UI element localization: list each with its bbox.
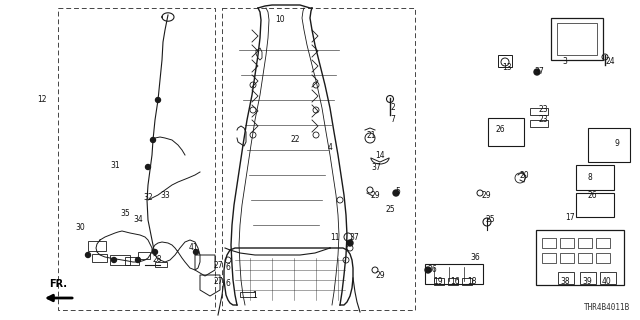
Text: 1: 1 [253,291,257,300]
Text: 30: 30 [75,223,85,233]
Text: 17: 17 [565,213,575,222]
Bar [58,8,215,310]
Bar [596,253,610,263]
Bar [222,8,415,310]
Circle shape [393,190,399,196]
Text: 27: 27 [213,260,223,269]
Bar [588,128,630,162]
Text: 23: 23 [538,106,548,115]
Bar [425,264,483,284]
Bar [498,55,512,67]
Circle shape [86,252,90,258]
Bar [576,165,614,190]
Text: 20: 20 [519,171,529,180]
Circle shape [193,250,198,254]
Text: 29: 29 [370,190,380,199]
Text: 8: 8 [588,173,593,182]
Text: 9: 9 [614,139,620,148]
Bar [580,272,596,284]
Bar [560,253,574,263]
Text: 27: 27 [213,277,223,286]
Bar [542,253,556,263]
Text: 6: 6 [225,279,230,289]
Bar [536,230,624,285]
Circle shape [152,250,157,254]
Bar [557,23,597,55]
Bar [530,108,548,115]
Bar [448,278,458,285]
Text: 3: 3 [563,58,568,67]
Bar [88,241,106,251]
Circle shape [156,98,161,102]
Text: THR4B4011B: THR4B4011B [584,303,630,312]
Text: 4: 4 [328,143,332,153]
Text: 13: 13 [502,62,512,71]
Bar [434,278,444,285]
Text: 31: 31 [110,161,120,170]
Text: 32: 32 [143,194,153,203]
Bar [560,238,574,248]
Text: 36: 36 [470,253,480,262]
Text: 2: 2 [390,102,396,111]
Bar [155,262,167,267]
Text: 5: 5 [396,188,401,196]
Text: FR.: FR. [49,279,67,289]
Bar [600,272,616,284]
Text: 6: 6 [225,262,230,271]
Text: 38: 38 [560,277,570,286]
Text: 14: 14 [375,150,385,159]
Bar [240,292,255,297]
Bar [596,238,610,248]
Bar [138,252,150,259]
Text: 21: 21 [366,132,376,140]
Circle shape [425,267,431,273]
Text: 16: 16 [450,277,460,286]
Text: 41: 41 [188,244,198,252]
Text: 19: 19 [433,277,443,286]
Circle shape [150,138,156,142]
Text: 34: 34 [133,215,143,225]
Bar [542,238,556,248]
Circle shape [347,240,353,246]
Text: 25: 25 [485,215,495,225]
Text: 29: 29 [481,190,491,199]
Circle shape [111,258,116,262]
Text: 39: 39 [582,277,592,286]
Text: 22: 22 [291,135,300,145]
Text: 26: 26 [587,190,597,199]
Circle shape [145,164,150,170]
Text: 29: 29 [375,270,385,279]
Text: 23: 23 [538,116,548,124]
Text: 33: 33 [160,191,170,201]
Text: 28: 28 [152,255,162,265]
Bar [558,272,574,284]
Text: 10: 10 [275,15,285,25]
Bar [462,278,472,285]
Bar [92,254,107,262]
Bar [551,18,603,60]
Text: 40: 40 [601,277,611,286]
Text: 26: 26 [495,125,505,134]
Bar [578,238,592,248]
Text: 24: 24 [605,58,615,67]
Text: 36: 36 [427,266,437,275]
Bar [125,257,139,265]
Bar [488,118,524,146]
Bar [576,193,614,217]
Text: 37: 37 [534,68,544,76]
Text: 37: 37 [371,164,381,172]
Circle shape [534,69,540,75]
Bar [530,120,548,127]
Text: 37: 37 [349,234,359,243]
Text: 11: 11 [330,234,340,243]
Text: 25: 25 [385,205,395,214]
Text: 35: 35 [120,209,130,218]
Text: 18: 18 [467,277,477,286]
Text: 7: 7 [390,116,396,124]
Bar [578,253,592,263]
Circle shape [136,258,141,262]
Bar [110,255,130,265]
Text: 12: 12 [37,95,47,105]
